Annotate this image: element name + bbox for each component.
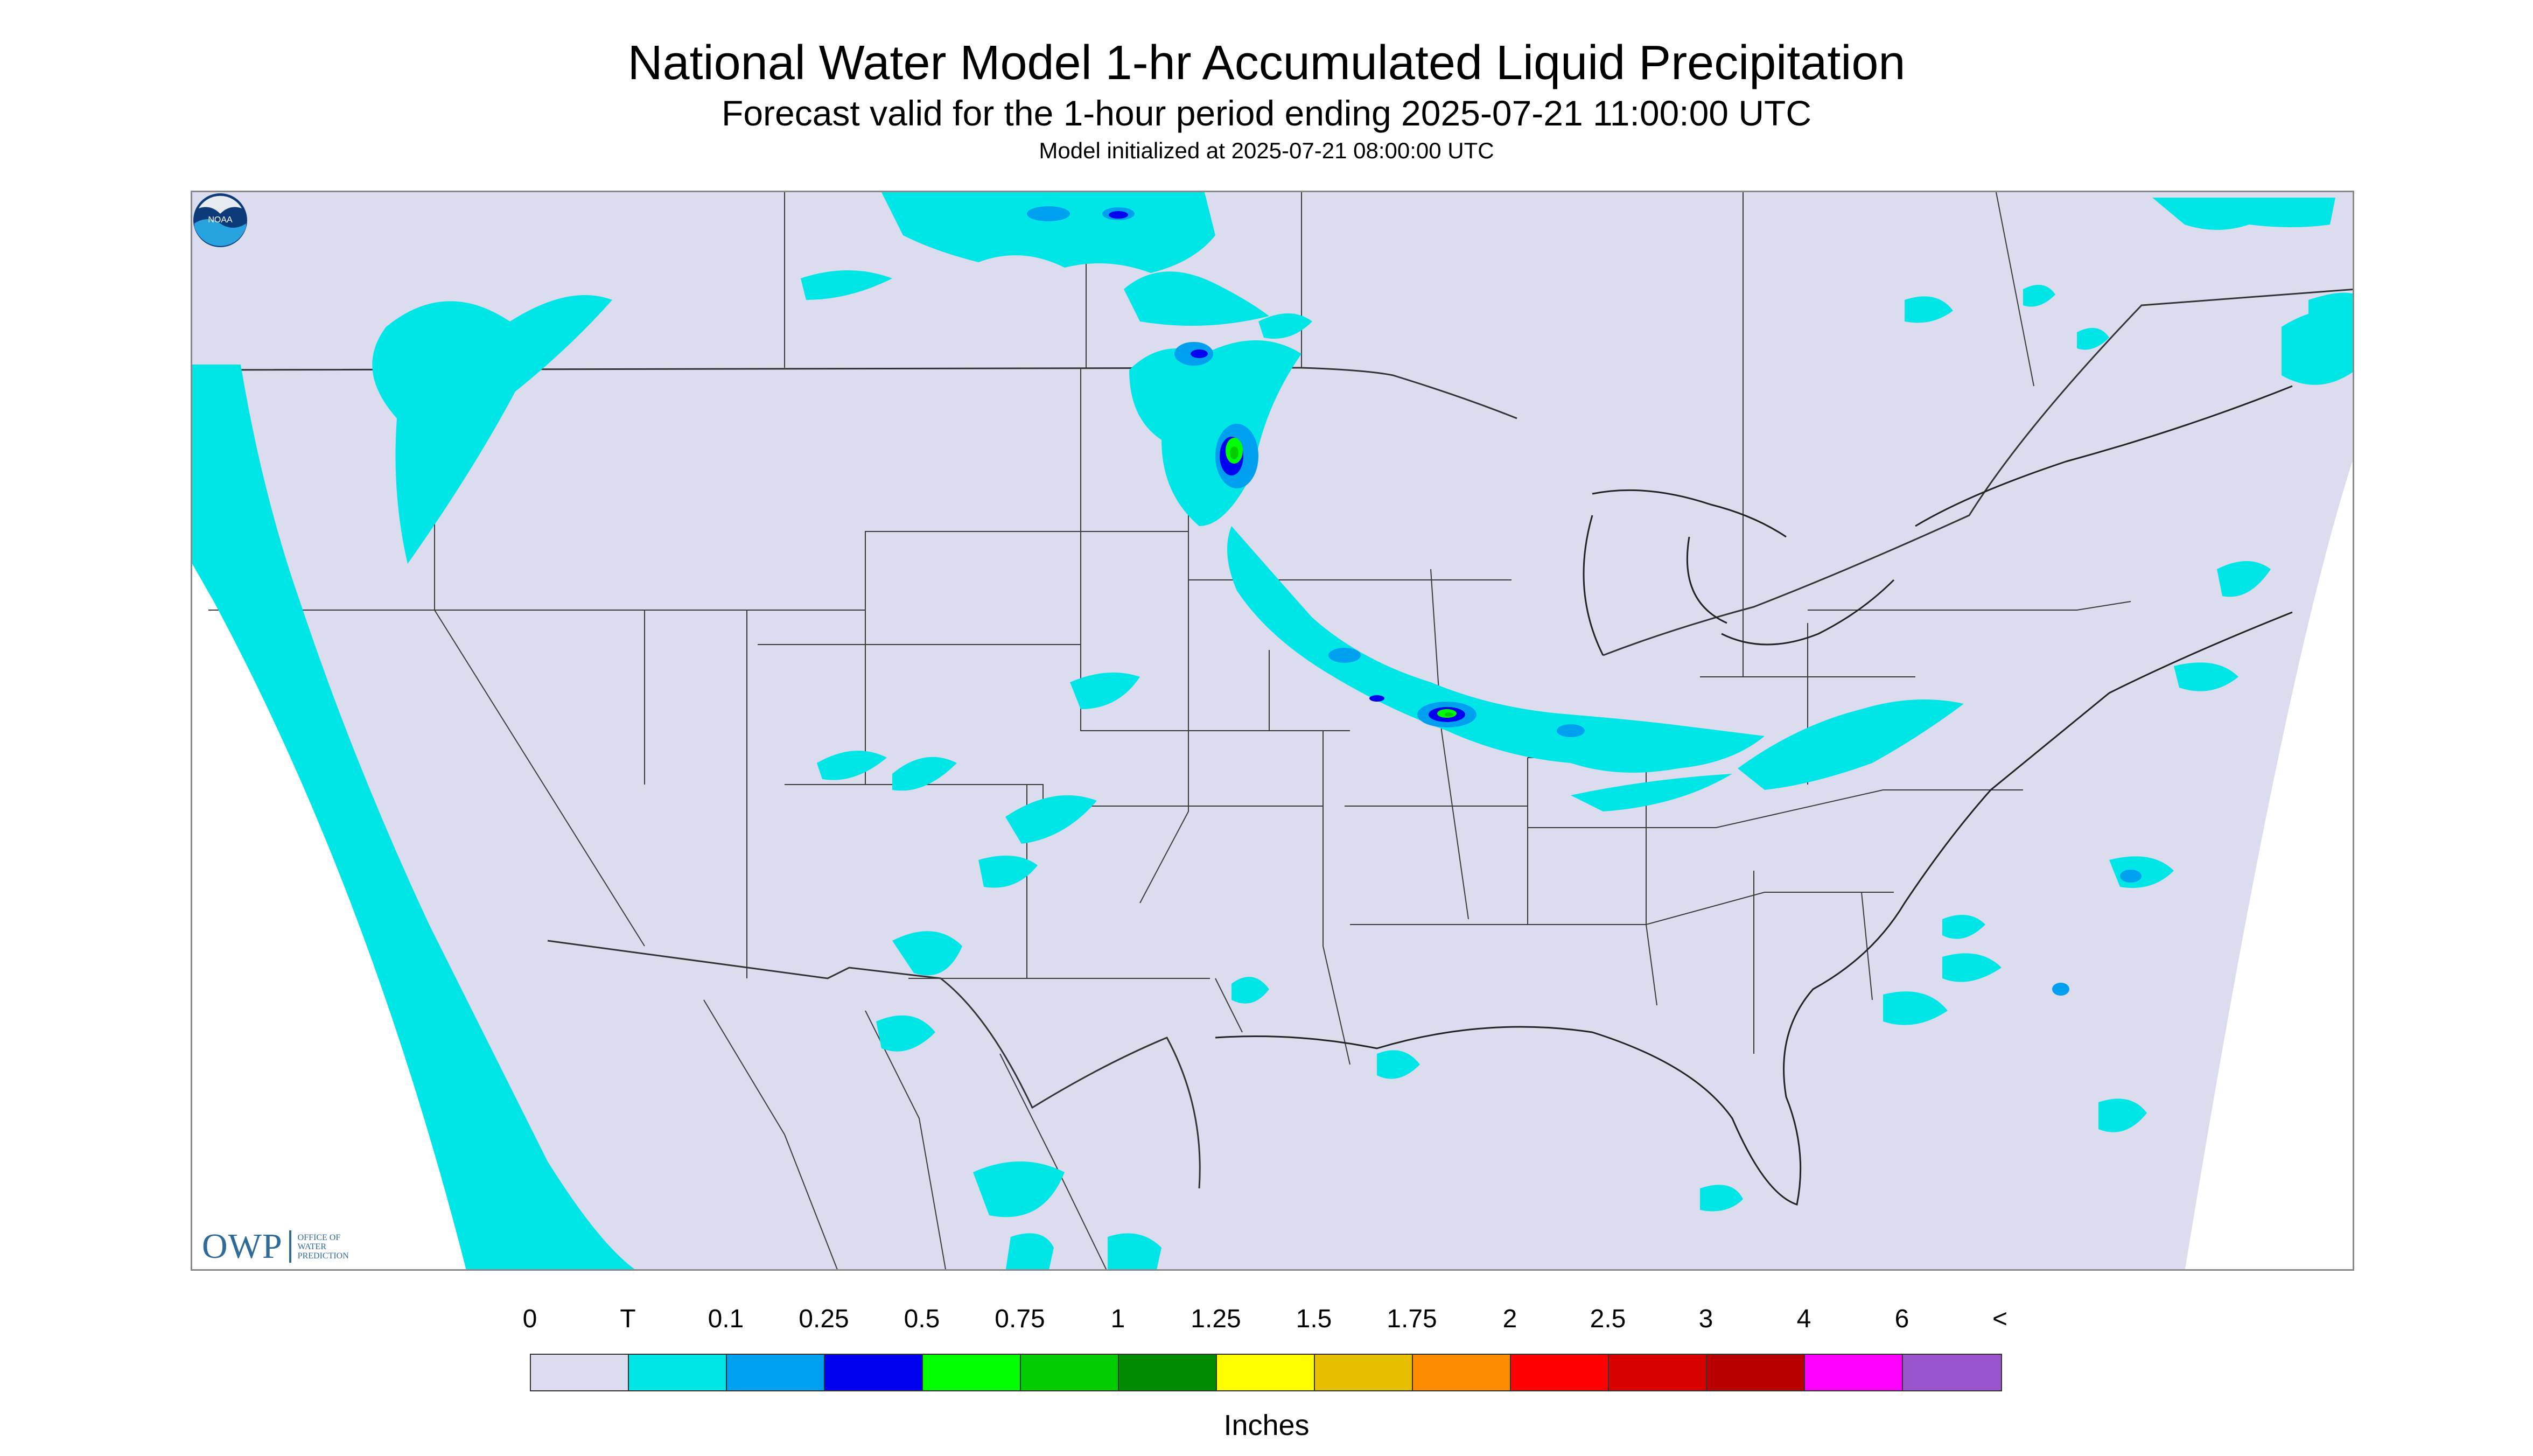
map-canvas [192, 192, 2353, 1269]
legend-label: 4 [1796, 1305, 1811, 1333]
legend-swatch [727, 1355, 825, 1390]
legend-swatch [1511, 1355, 1609, 1390]
map-title: National Water Model 1-hr Accumulated Li… [627, 36, 1906, 90]
legend-label: 0.25 [799, 1305, 849, 1333]
legend-swatch [1119, 1355, 1217, 1390]
owp-logo-mark: OWP [202, 1227, 283, 1266]
legend-swatch [1805, 1355, 1903, 1390]
legend-swatch [629, 1355, 727, 1390]
legend-label: 6 [1894, 1305, 1909, 1333]
owp-logo-text: OFFICE OF WATER PREDICTION [297, 1233, 349, 1261]
legend-swatch [1217, 1355, 1315, 1390]
precipitation-map: OWP OFFICE OF WATER PREDICTION NOAA [191, 191, 2354, 1271]
legend-swatch [923, 1355, 1021, 1390]
legend-swatch [1707, 1355, 1805, 1390]
legend-swatch [825, 1355, 923, 1390]
legend-label: 1.75 [1387, 1305, 1437, 1333]
precip-0.75-areas [1230, 446, 1453, 717]
country-borders [192, 288, 2353, 1189]
legend-label: T [620, 1305, 636, 1333]
legend-label: 1.25 [1191, 1305, 1241, 1333]
legend-swatch [1315, 1355, 1413, 1390]
legend-label: 0 [522, 1305, 537, 1333]
legend-label: 2 [1502, 1305, 1517, 1333]
legend-swatch [1413, 1355, 1511, 1390]
legend-label: 1.5 [1296, 1305, 1332, 1333]
model-init-text: Model initialized at 2025-07-21 08:00:00… [1039, 138, 1494, 163]
owp-logo-divider [289, 1230, 291, 1263]
noaa-logo-icon: NOAA [193, 193, 247, 247]
legend-label: 1 [1110, 1305, 1125, 1333]
legend-labels: 0 T 0.1 0.25 0.5 0.75 1 1.25 1.5 1.75 2 2.5 3 4 6 < [0, 1304, 2533, 1342]
legend-swatch [1021, 1355, 1119, 1390]
legend-swatch [531, 1355, 629, 1390]
noaa-logo-text: NOAA [208, 215, 233, 225]
legend-label: 3 [1698, 1305, 1713, 1333]
legend-label: 2.5 [1590, 1305, 1626, 1333]
legend-units: Inches [1223, 1409, 1310, 1441]
legend-colorbar [530, 1354, 2002, 1391]
legend-swatch [1903, 1355, 2001, 1390]
forecast-valid-subtitle: Forecast valid for the 1-hour period end… [722, 93, 1811, 133]
legend-swatch [1609, 1355, 1707, 1390]
legend-label: < [1992, 1305, 2008, 1333]
legend-label: 0.75 [995, 1305, 1045, 1333]
owp-logo: OWP OFFICE OF WATER PREDICTION [202, 1226, 368, 1267]
legend-label: 0.5 [904, 1305, 940, 1333]
legend-label: 0.1 [708, 1305, 744, 1333]
